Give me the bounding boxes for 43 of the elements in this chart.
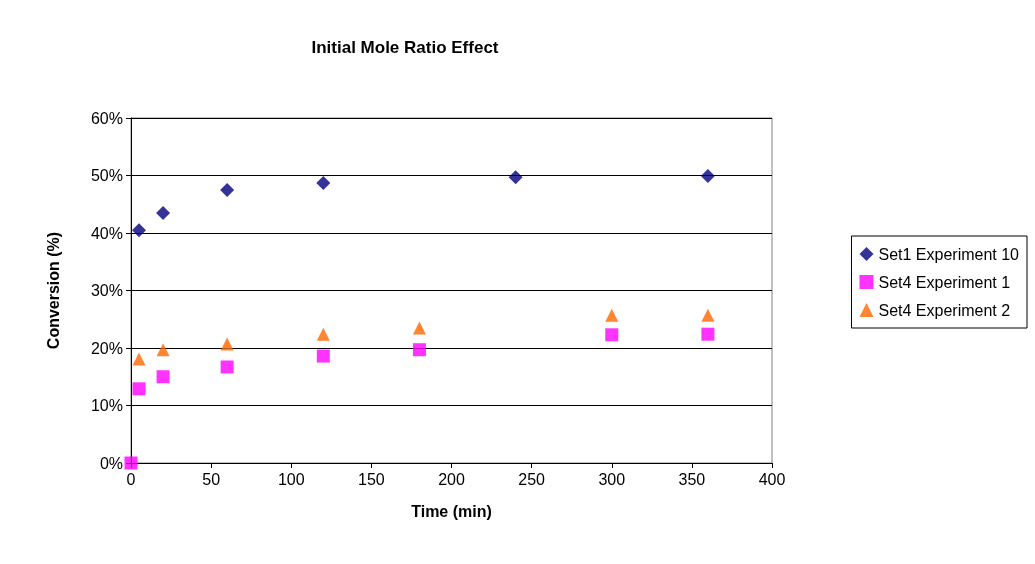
x-tick-label: 50 bbox=[202, 470, 221, 488]
point bbox=[220, 182, 235, 197]
point bbox=[508, 170, 523, 185]
x-tick-label: 250 bbox=[518, 470, 546, 488]
point bbox=[701, 308, 715, 322]
point bbox=[156, 205, 171, 220]
point bbox=[156, 343, 170, 357]
point bbox=[316, 349, 330, 363]
point bbox=[605, 308, 619, 322]
legend-label: Set4 Experiment 1 bbox=[878, 273, 1011, 291]
point bbox=[132, 382, 146, 396]
x-tick-label: 100 bbox=[277, 470, 305, 488]
point bbox=[605, 328, 619, 342]
y-tick-label: 40% bbox=[90, 224, 123, 242]
x-tick-label: 300 bbox=[598, 470, 626, 488]
y-tick-label: 20% bbox=[90, 339, 123, 357]
point bbox=[700, 169, 715, 184]
x-tick-label: 150 bbox=[358, 470, 385, 488]
y-axis-title: Conversion (%) bbox=[44, 231, 62, 350]
x-tick-label: 350 bbox=[678, 470, 706, 488]
point bbox=[124, 456, 138, 470]
point bbox=[316, 175, 331, 190]
x-tick-label: 0 bbox=[126, 470, 136, 488]
point bbox=[220, 337, 234, 351]
x-tick-label: 200 bbox=[438, 470, 465, 488]
point bbox=[132, 352, 146, 366]
point bbox=[156, 370, 170, 384]
point bbox=[132, 223, 147, 238]
legend-label: Set1 Experiment 10 bbox=[878, 245, 1020, 263]
y-tick-label: 10% bbox=[90, 397, 123, 414]
point bbox=[316, 327, 330, 341]
point bbox=[220, 360, 234, 374]
y-tick-label: 50% bbox=[90, 167, 123, 184]
legend-label: Set4 Experiment 2 bbox=[878, 301, 1011, 319]
point bbox=[701, 327, 715, 341]
x-axis-title: Time (min) bbox=[411, 502, 492, 520]
chart-title: Initial Mole Ratio Effect bbox=[311, 38, 499, 57]
point bbox=[412, 343, 426, 357]
y-tick-label: 60% bbox=[90, 109, 123, 127]
point bbox=[412, 321, 426, 335]
y-tick-label: 0% bbox=[99, 454, 123, 472]
x-tick-label: 400 bbox=[758, 470, 786, 488]
y-tick-label: 30% bbox=[90, 282, 123, 299]
